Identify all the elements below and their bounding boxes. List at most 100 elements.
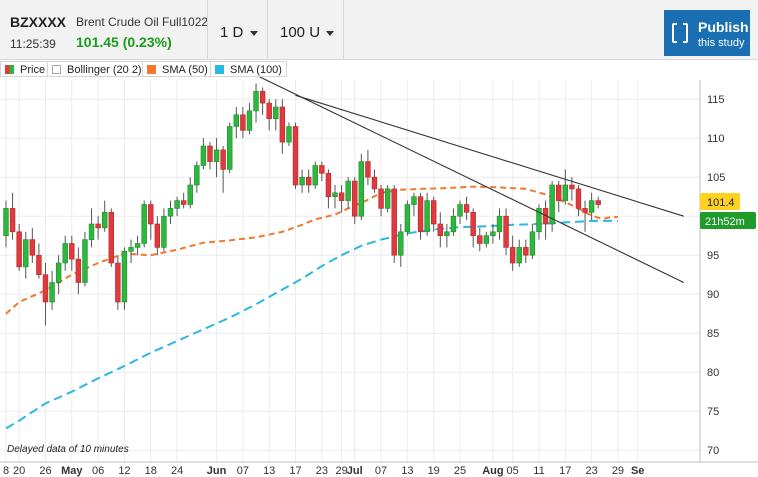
candle-body — [62, 243, 68, 264]
sma50-line — [5, 185, 618, 315]
candle-body — [246, 110, 253, 131]
candle-body — [556, 184, 562, 201]
x-tick-label: 07 — [375, 465, 387, 477]
x-tick-label: 25 — [454, 465, 466, 477]
candle-body — [404, 204, 411, 233]
candle-body — [503, 215, 509, 248]
units-label: 100 U — [280, 24, 321, 41]
x-tick-label: 20 — [13, 465, 25, 477]
publish-label: Publish — [698, 19, 749, 35]
quote-time: 11:25:39 — [10, 37, 56, 51]
candle-body — [9, 208, 16, 233]
legend-bollinger-label: Bollinger (20 2) — [67, 64, 142, 76]
candle-body — [411, 196, 417, 205]
candle-body — [292, 126, 299, 186]
candle-body — [523, 247, 529, 256]
price-swatch — [5, 65, 14, 74]
candle-body — [108, 212, 114, 264]
candle-body — [134, 243, 141, 248]
trendline — [295, 94, 684, 217]
candle-body — [148, 204, 154, 225]
chevron-down-icon — [326, 31, 334, 36]
legend-price-label: Price — [20, 64, 46, 76]
x-tick-label: 13 — [401, 465, 413, 477]
candle-body — [233, 114, 239, 127]
candle-body — [286, 126, 292, 143]
candle-body — [417, 196, 424, 233]
candle-body — [549, 184, 555, 225]
x-tick-label: 17 — [289, 465, 301, 477]
x-tick-label: 29 — [612, 465, 624, 477]
legend-bollinger[interactable]: Bollinger (20 2) — [47, 61, 147, 77]
candle-body — [259, 91, 266, 104]
candle-body — [457, 204, 463, 217]
countdown-badge-text: 21h52m — [705, 216, 745, 228]
candle-body — [490, 231, 496, 237]
y-tick-label: 95 — [707, 250, 719, 262]
candle-body — [273, 106, 279, 119]
candle-body — [338, 192, 345, 201]
x-tick-label: 12 — [118, 465, 130, 477]
candle-body — [75, 258, 82, 283]
candle-body — [391, 188, 397, 256]
legend-sma100[interactable]: SMA (100) — [210, 61, 287, 77]
sma50-layer — [5, 185, 618, 315]
candle-body — [3, 208, 9, 236]
publish-button[interactable]: Publish this study — [664, 10, 750, 56]
candle-body — [437, 223, 443, 236]
period-dropdown[interactable]: 1 D — [207, 0, 267, 60]
candle-body — [240, 114, 246, 131]
candle-body — [398, 231, 404, 256]
candle-body — [167, 208, 174, 217]
candle-body — [207, 145, 213, 162]
candle-body — [82, 239, 88, 283]
top-bar: BZXXXX Brent Crude Oil Full1022 11:25:39… — [0, 0, 758, 60]
candle-body — [529, 231, 536, 256]
candle-body — [378, 188, 384, 209]
x-tick-label: 8 — [3, 465, 9, 477]
instrument-name: Brent Crude Oil Full1022 — [76, 15, 209, 29]
x-tick-label: 17 — [559, 465, 571, 477]
candle-body — [154, 223, 161, 248]
candle-body — [496, 215, 503, 233]
y-tick-label: 70 — [707, 445, 719, 457]
candle-body — [575, 188, 582, 209]
x-tick-label: 19 — [428, 465, 440, 477]
period-label: 1 D — [220, 24, 244, 41]
candle-body — [69, 243, 75, 260]
candle-body — [213, 149, 220, 162]
legend-sma50-label: SMA (50) — [162, 64, 208, 76]
x-tick-label: 23 — [316, 465, 328, 477]
candle-body — [49, 282, 55, 303]
candle-body — [483, 235, 490, 244]
candle-body — [358, 161, 365, 217]
candle-body — [141, 204, 147, 244]
candle-body — [161, 215, 167, 248]
sma50-swatch — [147, 65, 156, 74]
publish-sublabel: this study — [698, 37, 745, 49]
candle-body — [470, 212, 476, 237]
candle-body — [424, 200, 430, 233]
candle-body — [305, 176, 312, 186]
candle-body — [200, 145, 207, 166]
candle-body — [102, 212, 108, 229]
candle-body — [16, 231, 22, 268]
candle-body — [345, 180, 351, 201]
legend-price[interactable]: Price — [0, 61, 51, 77]
y-tick-label: 105 — [707, 172, 725, 184]
candle-body — [128, 247, 134, 252]
candle-body — [29, 239, 36, 256]
x-tick-label: Se — [631, 465, 644, 477]
candle-body — [352, 180, 358, 217]
legend-sma50[interactable]: SMA (50) — [142, 61, 213, 77]
units-dropdown[interactable]: 100 U — [267, 0, 344, 60]
x-tick-label: 23 — [585, 465, 597, 477]
y-tick-label: 110 — [707, 133, 725, 145]
x-tick-label: 18 — [145, 465, 157, 477]
axes-layer: 70758085909510010511011582026May06121824… — [0, 80, 758, 477]
candle-body — [194, 165, 200, 186]
y-tick-label: 90 — [707, 289, 719, 301]
bollinger-swatch — [52, 65, 61, 74]
candle-body — [450, 215, 457, 233]
